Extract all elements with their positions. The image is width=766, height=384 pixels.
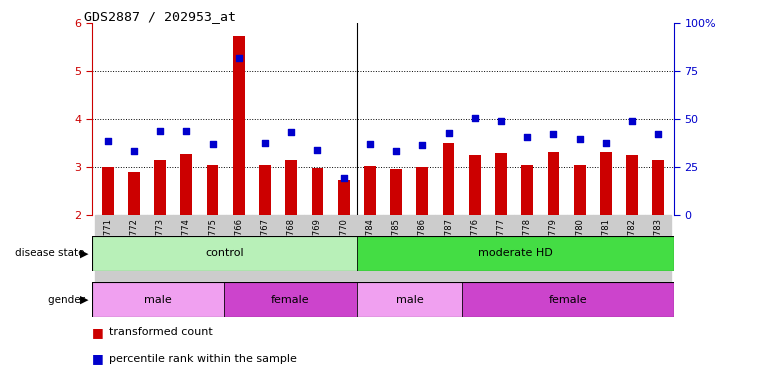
Point <box>600 140 612 146</box>
Text: female: female <box>271 295 309 305</box>
Bar <box>224 282 356 317</box>
Bar <box>540 215 567 315</box>
Bar <box>92 282 224 317</box>
Point <box>469 115 481 121</box>
Point <box>626 118 638 124</box>
Bar <box>312 168 323 215</box>
Bar <box>567 215 593 315</box>
Point <box>128 148 140 154</box>
Text: GDS2887 / 202953_at: GDS2887 / 202953_at <box>84 10 236 23</box>
Bar <box>331 215 357 315</box>
Bar <box>409 215 435 315</box>
Point <box>311 147 323 153</box>
Bar <box>514 215 540 315</box>
Point <box>443 131 455 137</box>
Bar <box>173 215 199 315</box>
Bar <box>600 152 612 215</box>
Point <box>233 55 245 61</box>
Bar <box>128 172 139 215</box>
Bar <box>390 169 402 215</box>
Bar <box>495 153 507 215</box>
Bar <box>593 215 619 315</box>
Bar <box>304 215 331 315</box>
Bar <box>285 160 297 215</box>
Point <box>180 128 192 134</box>
Bar <box>94 215 121 315</box>
Bar <box>278 215 304 315</box>
Point <box>652 131 664 137</box>
Text: female: female <box>549 295 588 305</box>
Text: ■: ■ <box>92 353 108 366</box>
Bar <box>645 215 672 315</box>
Bar <box>226 215 252 315</box>
Bar <box>356 282 463 317</box>
Bar <box>463 282 674 317</box>
Bar <box>233 36 244 215</box>
Bar <box>435 215 462 315</box>
Bar <box>181 154 192 215</box>
Bar <box>92 236 356 271</box>
Bar <box>462 215 488 315</box>
Point <box>521 134 533 140</box>
Text: percentile rank within the sample: percentile rank within the sample <box>109 354 296 364</box>
Bar <box>147 215 173 315</box>
Point <box>548 131 560 137</box>
Bar <box>548 152 559 215</box>
Text: transformed count: transformed count <box>109 327 212 337</box>
Point <box>206 141 218 147</box>
Bar <box>356 236 674 271</box>
Point <box>259 140 271 146</box>
Text: moderate HD: moderate HD <box>478 248 553 258</box>
Point <box>364 141 376 147</box>
Bar <box>259 165 271 215</box>
Point <box>154 128 166 134</box>
Point <box>285 129 297 136</box>
Bar <box>121 215 147 315</box>
Text: ▶: ▶ <box>80 295 88 305</box>
Point <box>390 148 402 154</box>
Bar <box>199 215 226 315</box>
Point <box>416 142 428 149</box>
Bar <box>383 215 409 315</box>
Point <box>574 136 586 142</box>
Bar <box>653 160 664 215</box>
Text: male: male <box>395 295 424 305</box>
Text: ▶: ▶ <box>80 248 88 258</box>
Bar <box>469 155 481 215</box>
Bar <box>522 165 533 215</box>
Bar <box>619 215 645 315</box>
Point <box>495 118 507 124</box>
Text: ■: ■ <box>92 326 108 339</box>
Bar <box>357 215 383 315</box>
Text: male: male <box>144 295 172 305</box>
Bar <box>443 143 454 215</box>
Point <box>102 137 114 144</box>
Bar <box>364 166 376 215</box>
Bar <box>417 167 428 215</box>
Bar <box>627 155 638 215</box>
Bar <box>207 165 218 215</box>
Text: disease state: disease state <box>15 248 88 258</box>
Bar <box>338 180 349 215</box>
Text: control: control <box>205 248 244 258</box>
Bar <box>574 165 585 215</box>
Point <box>338 175 350 181</box>
Bar <box>488 215 514 315</box>
Bar <box>154 160 166 215</box>
Bar <box>102 167 113 215</box>
Bar <box>252 215 278 315</box>
Text: gender: gender <box>47 295 88 305</box>
